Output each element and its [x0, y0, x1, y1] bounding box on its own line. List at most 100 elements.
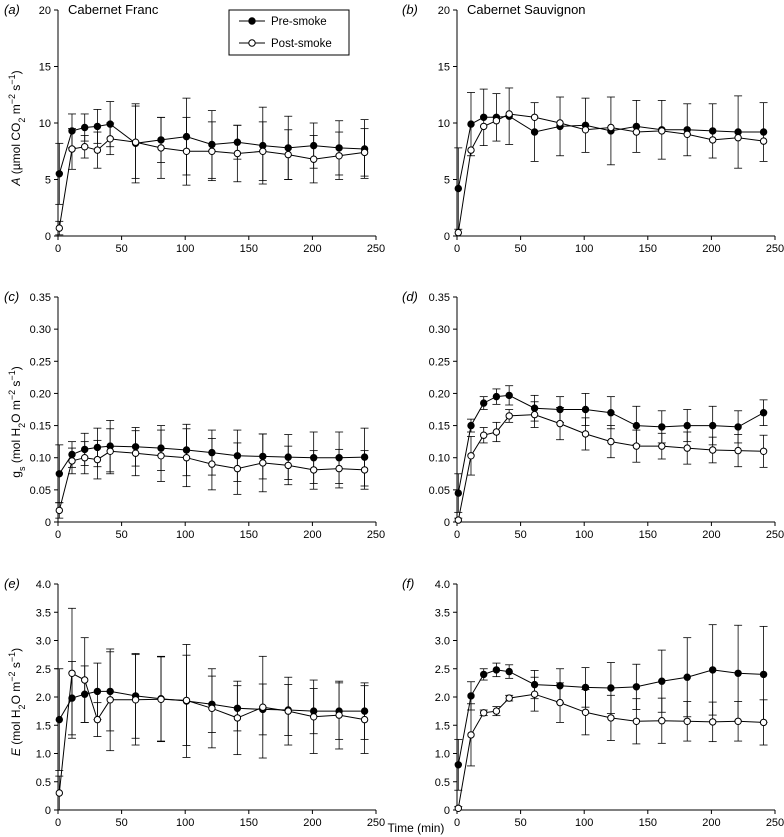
- x-tick-label-b-5: 250: [766, 243, 784, 255]
- data-point-b-post-smoke-10: [658, 127, 666, 135]
- data-point-d-post-smoke-8: [607, 437, 615, 446]
- y-tick-label-b-3: 15: [438, 62, 450, 74]
- data-point-e-post-smoke-10: [259, 703, 267, 711]
- panel-c: 0 0.05 0.10 0.15 0.20 0.25 0.30 0.35 0 50 100 150 20…: [30, 292, 386, 541]
- y-tick-label-c-0: 0: [45, 517, 51, 529]
- data-point-d-pre-smoke-9: [632, 421, 641, 430]
- panel-e: 0 0.5 1.0 1.5 2.0 2.5 3.0 3.5 4.0 0 50 100 150 200 250: [36, 579, 385, 829]
- data-point-d-pre-smoke-10: [658, 423, 666, 431]
- legend-marker-pre: [248, 17, 256, 25]
- data-point-f-post-smoke-3: [492, 707, 501, 715]
- y-tick-label-b-1: 5: [444, 175, 450, 187]
- data-point-a-post-smoke-11: [284, 150, 292, 159]
- y-tick-label-d-5: 0.25: [429, 356, 450, 368]
- data-point-b-post-smoke-3: [492, 117, 501, 125]
- data-point-e-post-smoke-7: [182, 696, 191, 705]
- data-point-d-post-smoke-12: [709, 446, 717, 454]
- panel-label-a: (a): [4, 2, 20, 17]
- y-tick-label-d-4: 0.20: [429, 388, 450, 400]
- y-tick-label-e-8: 4.0: [36, 579, 51, 591]
- data-point-d-post-smoke-11: [683, 444, 691, 452]
- x-tick-label-e-1: 50: [115, 817, 127, 829]
- data-point-b-pre-smoke-5: [530, 128, 539, 136]
- data-point-b-post-smoke-4: [505, 110, 513, 118]
- data-point-f-post-smoke-2: [480, 709, 488, 717]
- data-point-f-post-smoke-0: [454, 804, 462, 812]
- data-point-a-pre-smoke-0: [55, 170, 63, 178]
- data-point-d-pre-smoke-13: [734, 423, 742, 431]
- x-tick-label-e-3: 150: [240, 817, 258, 829]
- y-axis-label-a: A (µmol CO2 m−2 s−1): [7, 70, 27, 186]
- data-point-e-post-smoke-9: [233, 714, 242, 722]
- data-point-d-pre-smoke-3: [492, 392, 501, 401]
- data-point-d-post-smoke-1: [467, 452, 475, 460]
- data-point-e-post-smoke-2: [81, 676, 89, 684]
- y-tick-label-b-0: 0: [444, 231, 450, 243]
- data-point-b-pre-smoke-1: [467, 120, 475, 128]
- data-point-d-pre-smoke-4: [505, 391, 513, 400]
- y-tick-label-c-3: 0.15: [30, 421, 51, 433]
- x-tick-label-a-1: 50: [115, 243, 127, 255]
- panel-label-d: (d): [402, 289, 418, 304]
- x-tick-label-b-2: 100: [575, 243, 593, 255]
- data-point-a-post-smoke-1: [68, 145, 76, 153]
- y-axis-label-c: gs (mol H2O m−2 s−1): [7, 366, 27, 477]
- x-tick-label-f-1: 50: [514, 817, 526, 829]
- data-point-f-pre-smoke-3: [492, 666, 501, 674]
- data-point-c-post-smoke-0: [55, 506, 63, 515]
- data-point-c-pre-smoke-0: [55, 470, 63, 478]
- data-point-b-post-smoke-12: [709, 136, 717, 144]
- data-point-a-post-smoke-12: [310, 155, 318, 163]
- y-tick-label-a-1: 5: [45, 175, 51, 187]
- data-point-d-pre-smoke-2: [480, 399, 488, 407]
- y-tick-label-d-3: 0.15: [429, 421, 450, 433]
- x-tick-label-c-0: 0: [55, 529, 61, 541]
- data-point-a-post-smoke-4: [106, 135, 114, 143]
- y-tick-label-e-5: 2.5: [36, 664, 51, 676]
- data-point-f-post-smoke-11: [683, 717, 691, 725]
- y-tick-label-d-7: 0.35: [429, 292, 450, 304]
- data-point-e-post-smoke-6: [157, 695, 165, 703]
- x-tick-label-c-2: 100: [176, 529, 194, 541]
- x-tick-label-e-4: 200: [303, 817, 321, 829]
- data-point-c-post-smoke-6: [157, 452, 165, 460]
- data-point-f-post-smoke-8: [607, 714, 615, 722]
- y-tick-label-e-1: 0.5: [36, 777, 51, 789]
- x-tick-label-d-2: 100: [575, 529, 593, 541]
- data-point-c-post-smoke-3: [93, 455, 102, 464]
- data-point-a-post-smoke-6: [157, 144, 165, 152]
- y-tick-label-c-7: 0.35: [30, 292, 51, 304]
- y-tick-label-e-0: 0: [45, 805, 51, 817]
- y-tick-label-d-1: 0.05: [429, 485, 450, 497]
- x-tick-label-f-2: 100: [575, 817, 593, 829]
- x-tick-label-a-5: 250: [367, 243, 385, 255]
- data-point-d-pre-smoke-1: [467, 421, 475, 430]
- data-point-c-post-smoke-13: [335, 464, 343, 473]
- panel-d: 0 0.05 0.10 0.15 0.20 0.25 0.30 0.35 0 50 100 150 20…: [429, 292, 784, 541]
- data-point-a-post-smoke-2: [81, 143, 89, 151]
- data-point-d-pre-smoke-0: [454, 489, 462, 497]
- data-point-c-post-smoke-12: [310, 466, 318, 474]
- data-point-d-pre-smoke-12: [709, 421, 717, 430]
- data-point-f-pre-smoke-8: [607, 684, 615, 692]
- data-point-d-post-smoke-13: [734, 446, 742, 455]
- data-point-f-pre-smoke-13: [734, 669, 742, 677]
- y-tick-label-a-4: 20: [39, 5, 51, 17]
- x-tick-label-f-5: 250: [766, 817, 784, 829]
- data-point-e-post-smoke-11: [284, 707, 292, 715]
- y-tick-label-d-2: 0.10: [429, 453, 450, 465]
- x-tick-label-a-2: 100: [176, 243, 194, 255]
- data-point-a-post-smoke-13: [335, 152, 343, 160]
- y-tick-label-c-1: 0.05: [30, 485, 51, 497]
- data-point-e-post-smoke-1: [68, 669, 76, 677]
- panel-label-b: (b): [402, 2, 418, 17]
- data-point-c-post-smoke-11: [284, 461, 292, 470]
- data-point-e-post-smoke-14: [360, 715, 369, 724]
- y-tick-label-c-6: 0.30: [30, 324, 51, 336]
- x-tick-label-e-2: 100: [176, 817, 194, 829]
- data-point-c-post-smoke-14: [360, 466, 369, 474]
- data-point-c-post-smoke-8: [208, 460, 216, 468]
- data-point-b-post-smoke-13: [734, 134, 742, 142]
- data-point-b-post-smoke-1: [467, 146, 475, 154]
